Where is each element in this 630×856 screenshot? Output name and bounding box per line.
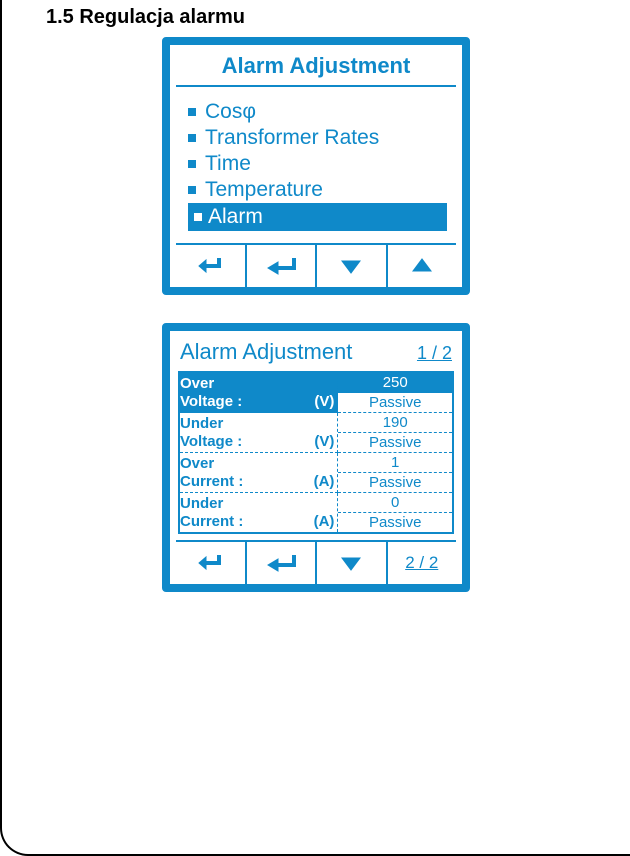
param-unit: (A)	[314, 473, 335, 490]
param-label-line1: Under	[180, 415, 223, 432]
param-state[interactable]: Passive	[338, 473, 452, 492]
param-value[interactable]: 1	[338, 453, 452, 473]
back-icon	[195, 254, 225, 278]
page-indicator-bottom: 2 / 2	[405, 553, 438, 573]
nav-back-button[interactable]	[176, 542, 247, 584]
menu-item-temperature[interactable]: Temperature	[188, 177, 454, 203]
param-row-under-current[interactable]: Under Current : (A) 0 Passive	[179, 493, 453, 534]
bullet-icon	[194, 213, 202, 221]
param-label-line1: Over	[180, 375, 214, 392]
screen2-header: Alarm Adjustment 1 / 2	[170, 331, 462, 371]
param-state[interactable]: Passive	[338, 513, 452, 532]
param-label-line2: Current :	[180, 513, 243, 530]
nav-back-button[interactable]	[176, 245, 247, 287]
bullet-icon	[188, 134, 196, 142]
menu-item-transformer-rates[interactable]: Transformer Rates	[188, 125, 454, 151]
nav-up-button[interactable]	[388, 245, 457, 287]
param-label-line2: Voltage :	[180, 393, 242, 410]
nav-down-button[interactable]	[317, 542, 388, 584]
bullet-icon	[188, 186, 196, 194]
enter-icon	[264, 254, 298, 278]
page-frame: 1.5 Regulacja alarmu Alarm Adjustment Co…	[0, 0, 630, 856]
device-screen-menu: Alarm Adjustment Cosφ Transformer Rates …	[162, 37, 470, 295]
param-table-wrap: Over Voltage : (V) 250 Passive Under Vol…	[170, 371, 462, 540]
param-label-line2: Voltage :	[180, 433, 242, 450]
nav-enter-button[interactable]	[247, 542, 318, 584]
param-label-line1: Over	[180, 455, 214, 472]
nav-bar: 2 / 2	[176, 540, 456, 584]
nav-page-button[interactable]: 2 / 2	[388, 542, 457, 584]
page-indicator-top: 1 / 2	[417, 343, 452, 364]
nav-enter-button[interactable]	[247, 245, 318, 287]
arrow-up-icon	[410, 256, 434, 276]
bullet-icon	[188, 160, 196, 168]
param-value[interactable]: 250	[338, 373, 452, 393]
menu-item-label: Time	[205, 152, 251, 176]
menu-item-label: Temperature	[205, 178, 323, 202]
param-row-under-voltage[interactable]: Under Voltage : (V) 190 Passive	[179, 413, 453, 453]
arrow-down-icon	[339, 553, 363, 573]
menu-list: Cosφ Transformer Rates Time Temperature …	[170, 87, 462, 243]
nav-down-button[interactable]	[317, 245, 388, 287]
param-state[interactable]: Passive	[338, 393, 452, 412]
param-unit: (V)	[314, 433, 334, 450]
arrow-down-icon	[339, 256, 363, 276]
nav-bar	[176, 243, 456, 287]
param-row-over-voltage[interactable]: Over Voltage : (V) 250 Passive	[179, 372, 453, 413]
menu-item-label: Cosφ	[205, 100, 256, 124]
bullet-icon	[188, 108, 196, 116]
param-unit: (V)	[314, 393, 334, 410]
back-icon	[195, 551, 225, 575]
param-label-line2: Current :	[180, 473, 243, 490]
menu-item-label: Transformer Rates	[205, 126, 379, 150]
screen1-title: Alarm Adjustment	[176, 45, 456, 87]
param-value[interactable]: 0	[338, 493, 452, 513]
section-title: 1.5 Regulacja alarmu	[2, 0, 630, 29]
param-unit: (A)	[314, 513, 335, 530]
menu-item-label: Alarm	[208, 205, 263, 229]
param-value[interactable]: 190	[338, 413, 452, 433]
device-screen-params: Alarm Adjustment 1 / 2 Over Voltage : (V…	[162, 323, 470, 592]
menu-item-alarm[interactable]: Alarm	[188, 203, 454, 231]
param-table: Over Voltage : (V) 250 Passive Under Vol…	[178, 371, 454, 534]
param-row-over-current[interactable]: Over Current : (A) 1 Passive	[179, 453, 453, 493]
screen2-title: Alarm Adjustment	[180, 339, 352, 365]
menu-item-time[interactable]: Time	[188, 151, 454, 177]
menu-item-cosphi[interactable]: Cosφ	[188, 99, 454, 125]
param-state[interactable]: Passive	[338, 433, 452, 452]
param-label-line1: Under	[180, 495, 223, 512]
enter-icon	[264, 551, 298, 575]
